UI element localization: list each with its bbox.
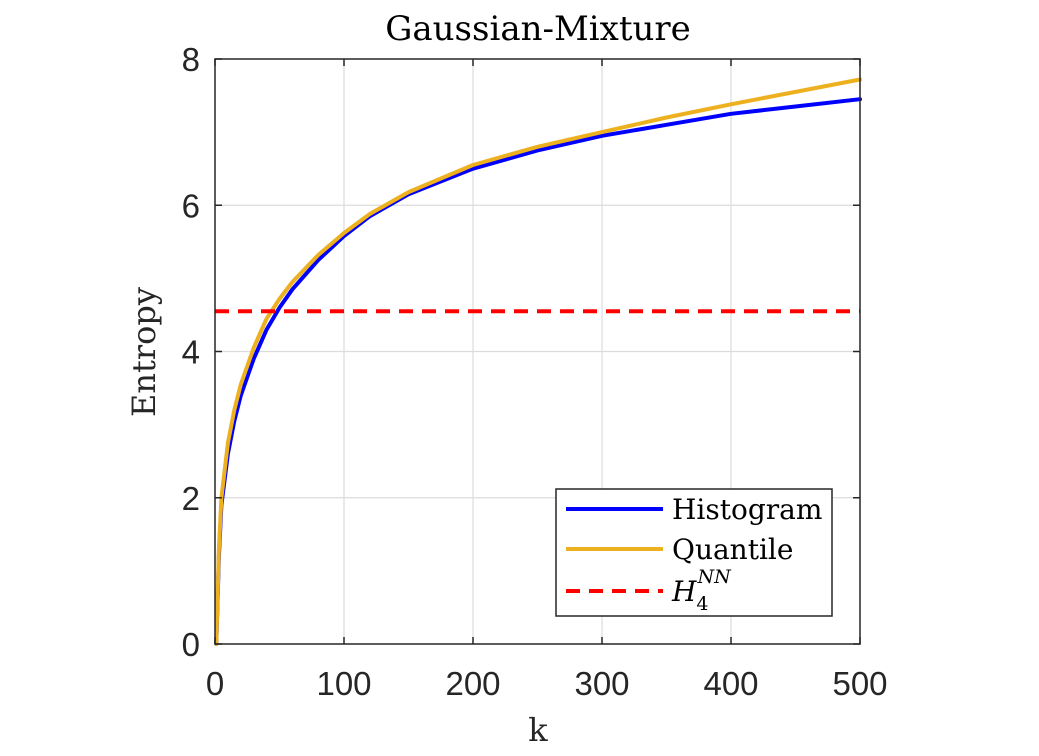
legend-label-histogram: Histogram xyxy=(672,493,822,526)
y-tick-label: 2 xyxy=(182,480,200,517)
chart-title: Gaussian-Mixture xyxy=(385,9,691,49)
y-tick-label: 6 xyxy=(182,187,200,224)
y-tick-label: 0 xyxy=(182,626,200,663)
y-axis-label: Entropy xyxy=(125,287,163,417)
x-tick-label: 100 xyxy=(316,665,371,702)
x-tick-label: 0 xyxy=(206,665,224,702)
series-lines xyxy=(214,77,862,646)
legend-label-h4nn: H4 NN xyxy=(671,566,732,615)
y-ticks: 0 2 4 6 8 xyxy=(182,41,860,663)
legend-label-quantile: Quantile xyxy=(672,533,793,566)
grid xyxy=(215,59,860,644)
legend-h4nn-sub: 4 xyxy=(696,593,708,615)
x-ticks: 0 100 200 300 400 500 xyxy=(206,59,888,702)
x-tick-label: 500 xyxy=(832,665,887,702)
series-line-histogram xyxy=(214,97,862,646)
x-tick-label: 400 xyxy=(703,665,758,702)
y-tick-label: 8 xyxy=(182,41,200,78)
x-tick-label: 200 xyxy=(445,665,500,702)
x-tick-label: 300 xyxy=(574,665,629,702)
y-tick-label: 4 xyxy=(182,334,200,371)
legend-h4nn-sup: NN xyxy=(697,566,733,588)
legend-h4nn-main: H xyxy=(671,575,697,608)
series-line-quantile xyxy=(214,77,862,646)
legend: Histogram Quantile H4 NN xyxy=(555,488,833,617)
x-axis-label: k xyxy=(528,711,548,749)
